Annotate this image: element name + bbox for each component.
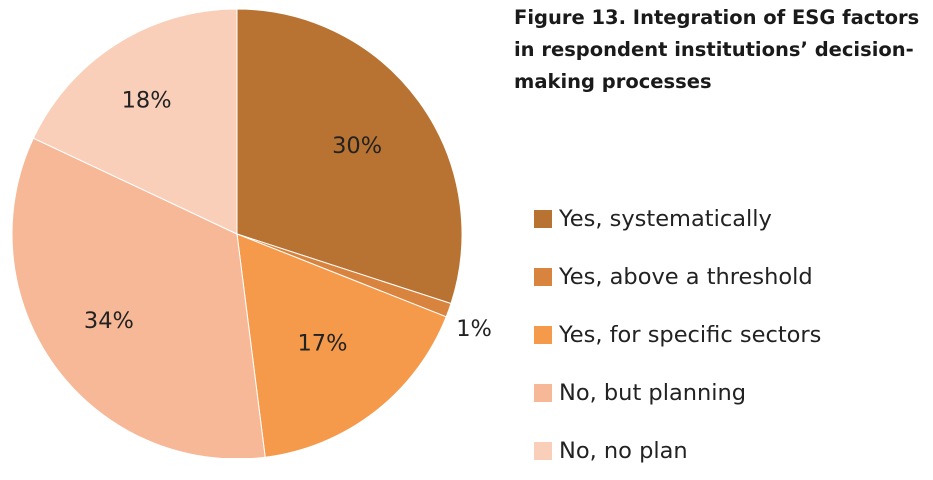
slice-no-no-plan	[32, 8, 238, 235]
legend: Yes, systematically Yes, above a thresho…	[534, 190, 821, 480]
data-label-no-but-planning: 34%	[84, 308, 134, 334]
pie-data-labels: 30% 1% 17% 34% 18%	[84, 88, 492, 357]
legend-label: No, but planning	[559, 380, 747, 406]
legend-swatch	[534, 210, 552, 228]
slice-yes-specific-sectors	[236, 233, 447, 458]
legend-swatch	[534, 384, 552, 402]
legend-item-yes-specific-sectors: Yes, for specific sectors	[534, 306, 821, 364]
legend-item-no-no-plan: No, no plan	[534, 422, 821, 480]
legend-swatch	[534, 326, 552, 344]
slice-no-but-planning	[11, 137, 266, 458]
pie-slices	[11, 8, 463, 458]
legend-label: No, no plan	[559, 438, 688, 464]
legend-label: Yes, above a threshold	[559, 264, 813, 290]
legend-item-no-but-planning: No, but planning	[534, 364, 821, 422]
slice-yes-systematically	[236, 8, 463, 305]
pie-chart: 30% 1% 17% 34% 18%	[11, 8, 492, 458]
data-label-yes-above-threshold: 1%	[456, 316, 492, 342]
legend-swatch	[534, 442, 552, 460]
data-label-no-no-plan: 18%	[122, 88, 172, 114]
legend-swatch	[534, 268, 552, 286]
legend-label: Yes, for specific sectors	[559, 322, 822, 348]
data-label-yes-specific-sectors: 17%	[297, 331, 347, 357]
chart-title: Figure 13. Integration of ESG factors in…	[514, 6, 920, 93]
data-label-yes-systematically: 30%	[332, 133, 382, 159]
legend-item-yes-systematically: Yes, systematically	[534, 190, 821, 248]
legend-item-yes-above-threshold: Yes, above a threshold	[534, 248, 821, 306]
legend-label: Yes, systematically	[559, 206, 772, 232]
